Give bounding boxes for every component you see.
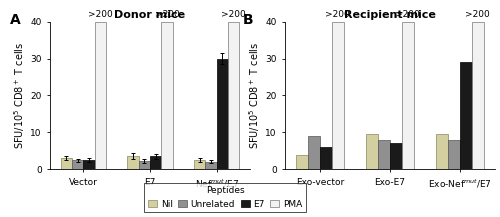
Bar xyxy=(216,59,228,169)
Y-axis label: SFU/10$^5$ CD8$^+$ T cells: SFU/10$^5$ CD8$^+$ T cells xyxy=(248,42,262,149)
Bar xyxy=(72,160,84,169)
Text: >200: >200 xyxy=(154,10,180,19)
Bar xyxy=(472,22,484,169)
Bar xyxy=(308,136,320,169)
Bar xyxy=(402,22,414,169)
Title: Donor mice: Donor mice xyxy=(114,10,186,20)
Bar xyxy=(320,147,332,169)
Bar xyxy=(366,134,378,169)
Text: >200: >200 xyxy=(466,10,490,19)
Bar xyxy=(296,155,308,169)
Bar xyxy=(436,134,448,169)
Bar xyxy=(194,160,205,169)
Text: >200: >200 xyxy=(88,10,112,19)
Bar xyxy=(94,22,106,169)
Bar xyxy=(128,156,138,169)
Text: >200: >200 xyxy=(396,10,420,19)
Text: >200: >200 xyxy=(326,10,350,19)
Title: Recipient mice: Recipient mice xyxy=(344,10,436,20)
Bar xyxy=(84,160,94,169)
Bar xyxy=(138,161,150,169)
Bar xyxy=(448,140,460,169)
Bar xyxy=(460,62,472,169)
Bar xyxy=(378,140,390,169)
Text: A: A xyxy=(10,13,21,27)
Bar xyxy=(162,22,172,169)
Bar xyxy=(60,158,72,169)
Legend: Nil, Unrelated, E7, PMA: Nil, Unrelated, E7, PMA xyxy=(144,183,306,212)
Text: >200: >200 xyxy=(222,10,246,19)
Bar xyxy=(390,143,402,169)
Bar xyxy=(206,162,216,169)
Y-axis label: SFU/10$^5$ CD8$^+$ T cells: SFU/10$^5$ CD8$^+$ T cells xyxy=(12,42,28,149)
Text: B: B xyxy=(243,13,254,27)
Bar xyxy=(228,22,239,169)
Bar xyxy=(332,22,344,169)
Bar xyxy=(150,156,162,169)
